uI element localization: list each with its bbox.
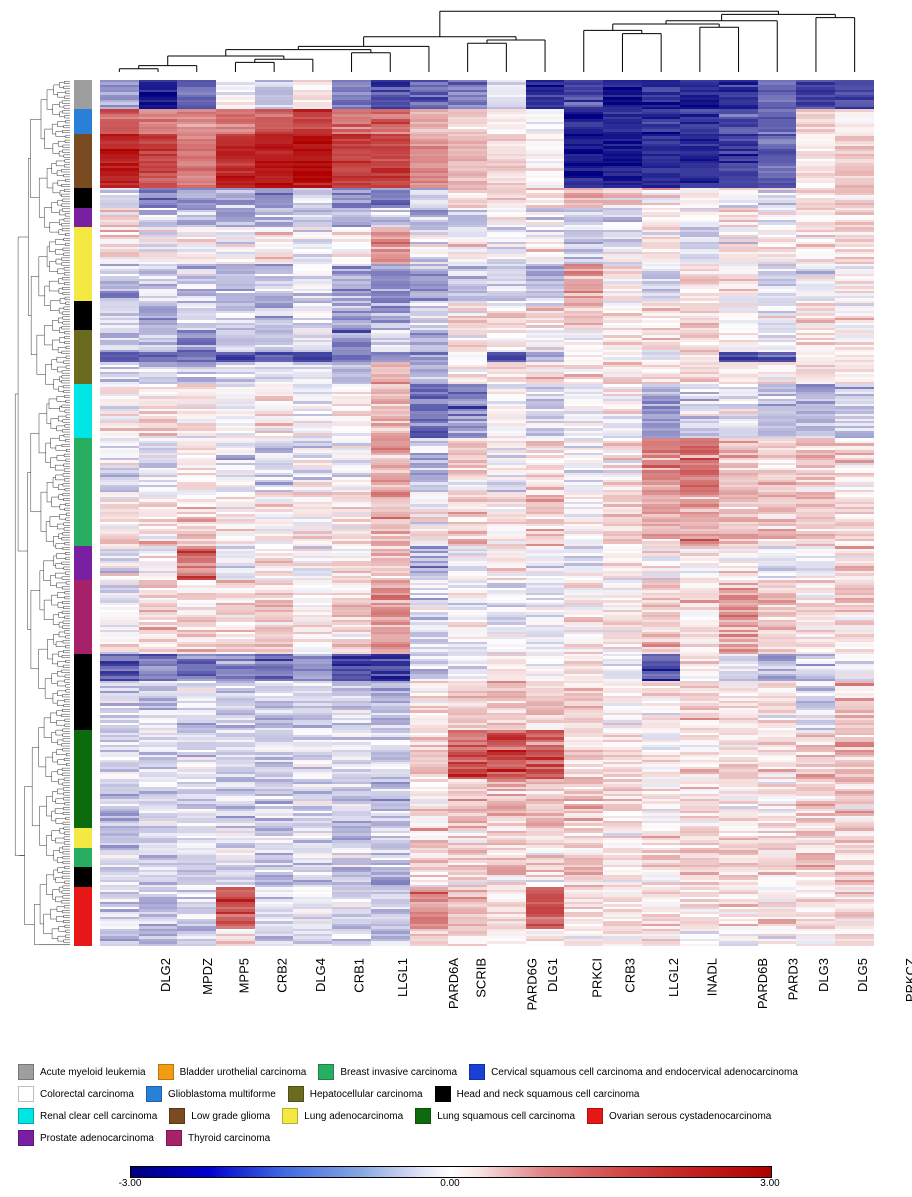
gene-label: PARD3	[785, 958, 800, 1000]
legend-item: Hepatocellular carcinoma	[288, 1086, 423, 1102]
legend-item: Lung adenocarcinoma	[282, 1108, 403, 1124]
legend-label: Head and neck squamous cell carcinoma	[457, 1089, 640, 1100]
legend-label: Lung adenocarcinoma	[304, 1111, 403, 1122]
gene-label: DLG5	[854, 958, 869, 992]
legend-swatch	[415, 1108, 431, 1124]
legend-label: Cervical squamous cell carcinoma and end…	[491, 1067, 798, 1078]
gene-label: SCRIB	[473, 958, 488, 998]
gene-label: MPDZ	[199, 958, 214, 995]
gene-label: DLG4	[313, 958, 328, 992]
cancer-type-legend: Acute myeloid leukemia Bladder urothelial…	[18, 1064, 898, 1150]
legend-item: Thyroid carcinoma	[166, 1130, 270, 1146]
legend-swatch	[158, 1064, 174, 1080]
legend-label: Ovarian serous cystadenocarcinoma	[609, 1111, 771, 1122]
legend-label: Thyroid carcinoma	[188, 1133, 270, 1144]
legend-swatch	[469, 1064, 485, 1080]
legend-label: Prostate adenocarcinoma	[40, 1133, 154, 1144]
legend-label: Lung squamous cell carcinoma	[437, 1111, 575, 1122]
legend-label: Breast invasive carcinoma	[340, 1067, 457, 1078]
legend-label: Hepatocellular carcinoma	[310, 1089, 423, 1100]
gene-label: MPP5	[237, 958, 252, 993]
gene-label: DLG1	[545, 958, 560, 992]
gene-label: DLG2	[158, 958, 173, 992]
gene-label: INADL	[704, 958, 719, 996]
expression-heatmap	[100, 80, 874, 946]
legend-item: Lung squamous cell carcinoma	[415, 1108, 575, 1124]
legend-swatch	[169, 1108, 185, 1124]
legend-swatch	[146, 1086, 162, 1102]
legend-item: Glioblastoma multiforme	[146, 1086, 276, 1102]
gene-label: DLG3	[816, 958, 831, 992]
legend-label: Glioblastoma multiforme	[168, 1089, 276, 1100]
legend-swatch	[318, 1064, 334, 1080]
legend-item: Colorectal carcinoma	[18, 1086, 134, 1102]
legend-item: Breast invasive carcinoma	[318, 1064, 457, 1080]
column-dendrogram	[100, 8, 874, 72]
gene-label: PARD6A	[446, 958, 461, 1009]
gene-label: LLGL1	[395, 958, 410, 997]
legend-item: Ovarian serous cystadenocarcinoma	[587, 1108, 771, 1124]
legend-swatch	[18, 1064, 34, 1080]
legend-swatch	[587, 1108, 603, 1124]
row-annotation-bar	[74, 80, 92, 946]
colorbar-tick: 0.00	[440, 1178, 459, 1189]
gene-label: CRB2	[275, 958, 290, 993]
gene-label: CRB1	[352, 958, 367, 993]
row-dendrogram	[8, 80, 70, 946]
legend-item: Prostate adenocarcinoma	[18, 1130, 154, 1146]
legend-swatch	[18, 1108, 34, 1124]
gene-label: PRKCI	[589, 958, 604, 998]
legend-swatch	[435, 1086, 451, 1102]
legend-item: Cervical squamous cell carcinoma and end…	[469, 1064, 798, 1080]
legend-item: Low grade glioma	[169, 1108, 270, 1124]
legend-item: Renal clear cell carcinoma	[18, 1108, 157, 1124]
legend-label: Renal clear cell carcinoma	[40, 1111, 157, 1122]
gene-label: CRB3	[623, 958, 638, 993]
colorbar: -3.000.003.00	[130, 1166, 770, 1190]
legend-swatch	[18, 1130, 34, 1146]
colorbar-tick: 3.00	[760, 1178, 779, 1189]
gene-label: PARD6G	[525, 958, 540, 1011]
colorbar-tick: -3.00	[119, 1178, 142, 1189]
legend-label: Colorectal carcinoma	[40, 1089, 134, 1100]
gene-column-labels: DLG2 MPDZ MPP5 CRB2 DLG4 CRB1 LLGL1 PARD6A SCRIB…	[100, 952, 874, 1042]
legend-label: Low grade glioma	[191, 1111, 270, 1122]
legend-label: Acute myeloid leukemia	[40, 1067, 146, 1078]
legend-swatch	[288, 1086, 304, 1102]
legend-swatch	[18, 1086, 34, 1102]
legend-item: Head and neck squamous cell carcinoma	[435, 1086, 640, 1102]
gene-label: PARD6B	[755, 958, 770, 1009]
gene-label: LLGL2	[666, 958, 681, 997]
legend-swatch	[166, 1130, 182, 1146]
legend-swatch	[282, 1108, 298, 1124]
legend-item: Bladder urothelial carcinoma	[158, 1064, 307, 1080]
legend-label: Bladder urothelial carcinoma	[180, 1067, 307, 1078]
gene-label: PRKCZ	[903, 958, 912, 1002]
legend-item: Acute myeloid leukemia	[18, 1064, 146, 1080]
